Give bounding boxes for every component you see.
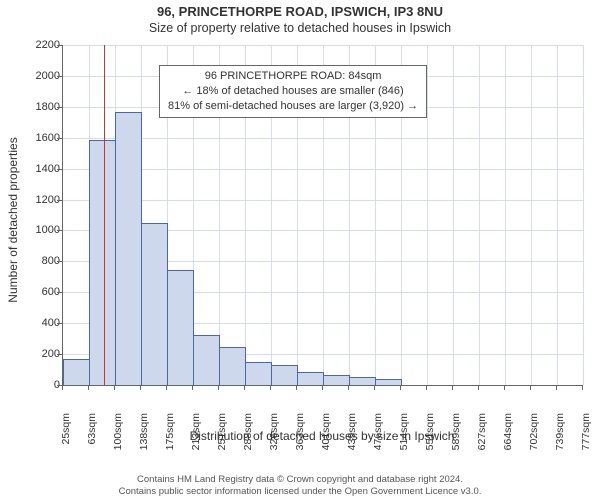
histogram-bar	[245, 362, 272, 385]
x-tick-label: 551sqm	[424, 413, 436, 453]
chart-info-box: 96 PRINCETHORPE ROAD: 84sqm← 18% of deta…	[159, 65, 427, 118]
y-tick-mark	[57, 107, 62, 108]
info-box-line: 81% of semi-detached houses are larger (…	[168, 99, 418, 114]
x-tick-label: 627sqm	[476, 413, 488, 453]
y-tick-label: 1600	[24, 132, 60, 144]
y-tick-label: 2200	[24, 39, 60, 51]
histogram-bar	[63, 359, 90, 385]
y-axis-label: Number of detached properties	[6, 15, 26, 425]
x-tick-mark	[504, 385, 505, 390]
y-tick-mark	[57, 169, 62, 170]
x-tick-label: 25sqm	[60, 413, 72, 453]
gridline-vertical	[505, 45, 506, 385]
footer-line-2: Contains public sector information licen…	[0, 486, 600, 498]
y-tick-label: 1200	[24, 194, 60, 206]
y-tick-mark	[57, 354, 62, 355]
histogram-bar	[375, 379, 402, 385]
x-tick-mark	[114, 385, 115, 390]
x-tick-mark	[582, 385, 583, 390]
x-tick-mark	[218, 385, 219, 390]
x-tick-label: 401sqm	[320, 413, 332, 453]
histogram-bar	[219, 347, 246, 385]
histogram-bar	[297, 372, 324, 385]
x-tick-label: 213sqm	[190, 413, 202, 453]
x-tick-label: 514sqm	[398, 413, 410, 453]
gridline-vertical	[453, 45, 454, 385]
y-tick-label: 400	[24, 317, 60, 329]
x-tick-mark	[244, 385, 245, 390]
histogram-bar	[89, 140, 116, 385]
info-box-line: 96 PRINCETHORPE ROAD: 84sqm	[168, 69, 418, 84]
x-tick-label: 777sqm	[580, 413, 592, 453]
y-tick-mark	[57, 138, 62, 139]
y-tick-label: 2000	[24, 70, 60, 82]
x-tick-label: 326sqm	[268, 413, 280, 453]
y-tick-label: 1800	[24, 101, 60, 113]
x-tick-label: 702sqm	[528, 413, 540, 453]
x-tick-mark	[296, 385, 297, 390]
histogram-bar	[271, 365, 298, 385]
footer-attribution: Contains HM Land Registry data © Crown c…	[0, 474, 600, 498]
x-tick-label: 664sqm	[502, 413, 514, 453]
x-tick-mark	[530, 385, 531, 390]
y-tick-label: 1000	[24, 224, 60, 236]
x-tick-mark	[140, 385, 141, 390]
x-tick-label: 288sqm	[242, 413, 254, 453]
y-tick-mark	[57, 200, 62, 201]
gridline-vertical	[583, 45, 584, 385]
histogram-bar	[167, 270, 194, 385]
y-tick-mark	[57, 292, 62, 293]
x-tick-label: 100sqm	[112, 413, 124, 453]
x-tick-label: 251sqm	[216, 413, 228, 453]
x-tick-label: 589sqm	[450, 413, 462, 453]
footer-line-1: Contains HM Land Registry data © Crown c…	[0, 474, 600, 486]
y-tick-mark	[57, 76, 62, 77]
x-tick-label: 175sqm	[164, 413, 176, 453]
x-tick-mark	[452, 385, 453, 390]
info-box-line: ← 18% of detached houses are smaller (84…	[168, 84, 418, 99]
histogram-bar	[141, 223, 168, 385]
y-tick-label: 200	[24, 348, 60, 360]
x-tick-mark	[166, 385, 167, 390]
page-title: 96, PRINCETHORPE ROAD, IPSWICH, IP3 8NU	[0, 0, 600, 19]
histogram-bar	[349, 377, 376, 385]
x-tick-label: 138sqm	[138, 413, 150, 453]
x-tick-mark	[62, 385, 63, 390]
y-tick-mark	[57, 261, 62, 262]
gridline-vertical	[531, 45, 532, 385]
x-tick-mark	[88, 385, 89, 390]
y-tick-label: 600	[24, 286, 60, 298]
histogram-bar	[323, 375, 350, 385]
chart-plot-area: 96 PRINCETHORPE ROAD: 84sqm← 18% of deta…	[62, 45, 583, 386]
y-tick-mark	[57, 323, 62, 324]
x-tick-label: 739sqm	[554, 413, 566, 453]
x-tick-mark	[348, 385, 349, 390]
gridline-vertical	[427, 45, 428, 385]
x-tick-label: 363sqm	[294, 413, 306, 453]
x-tick-mark	[478, 385, 479, 390]
y-tick-mark	[57, 230, 62, 231]
gridline-vertical	[557, 45, 558, 385]
x-tick-label: 439sqm	[346, 413, 358, 453]
y-tick-label: 1400	[24, 163, 60, 175]
x-tick-label: 63sqm	[86, 413, 98, 453]
y-tick-mark	[57, 45, 62, 46]
chart-container: Number of detached properties 96 PRINCET…	[0, 35, 600, 445]
x-tick-mark	[426, 385, 427, 390]
x-tick-mark	[374, 385, 375, 390]
x-tick-mark	[400, 385, 401, 390]
page-subtitle: Size of property relative to detached ho…	[0, 19, 600, 35]
x-tick-mark	[322, 385, 323, 390]
x-tick-label: 476sqm	[372, 413, 384, 453]
x-tick-mark	[556, 385, 557, 390]
histogram-bar	[193, 335, 220, 385]
gridline-vertical	[479, 45, 480, 385]
histogram-bar	[115, 112, 142, 385]
x-tick-mark	[192, 385, 193, 390]
x-tick-mark	[270, 385, 271, 390]
y-tick-label: 0	[24, 379, 60, 391]
y-tick-label: 800	[24, 255, 60, 267]
reference-marker-line	[104, 45, 105, 385]
